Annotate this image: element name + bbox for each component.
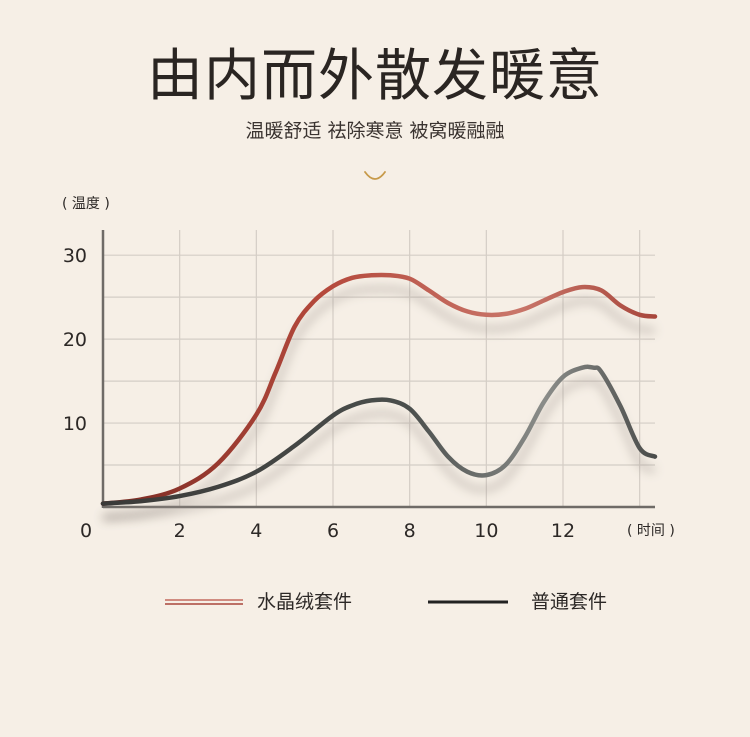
legend-label-ordinary: 普通套件 bbox=[531, 591, 608, 613]
series-line-crystal-velvet-shadow bbox=[102, 285, 656, 521]
page-title: 由内而外散发暖意 bbox=[147, 44, 603, 109]
grid bbox=[103, 230, 655, 507]
page-subtitle: 温暖舒适 祛除寒意 被窝暖融融 bbox=[245, 120, 505, 142]
x-tick-label: 12 bbox=[551, 520, 575, 542]
x-tick-label: 8 bbox=[404, 520, 416, 542]
y-tick-label: 30 bbox=[63, 245, 87, 267]
line-shadows bbox=[102, 285, 657, 521]
legend-label-crystal-velvet: 水晶绒套件 bbox=[257, 591, 353, 613]
series-line-ordinary bbox=[100, 364, 658, 506]
x-axis-label: ( 时间 ) bbox=[627, 523, 675, 539]
tick-labels: 0 2 4 6 8 10 12 10 20 30 bbox=[63, 245, 575, 542]
x-tick-label: 4 bbox=[250, 520, 262, 542]
series-lines bbox=[100, 272, 658, 506]
series-line-ordinary-shadow bbox=[102, 377, 657, 521]
series-line-crystal-velvet bbox=[100, 272, 658, 506]
x-tick-label: 2 bbox=[174, 520, 186, 542]
x-tick-label: 10 bbox=[474, 520, 498, 542]
x-tick-label: 0 bbox=[80, 520, 92, 542]
legend-swatch-crystal-velvet bbox=[165, 599, 243, 605]
legend-item-crystal-velvet: 水晶绒套件 bbox=[165, 588, 365, 616]
legend-swatch-ordinary bbox=[428, 600, 508, 604]
legend-item-ordinary: 普通套件 bbox=[428, 588, 628, 616]
y-axis-label: ( 温度 ) bbox=[62, 196, 110, 212]
y-tick-label: 20 bbox=[63, 329, 87, 351]
curve-ornament-icon bbox=[364, 171, 386, 180]
x-tick-label: 6 bbox=[327, 520, 339, 542]
y-tick-label: 10 bbox=[63, 413, 87, 435]
